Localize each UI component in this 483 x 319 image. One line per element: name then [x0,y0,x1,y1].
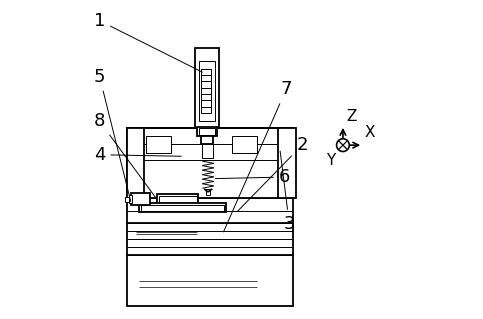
Text: 8: 8 [94,112,156,197]
Bar [199,128,215,135]
Bar [125,197,131,202]
Text: 5: 5 [94,68,131,202]
Text: 1: 1 [94,12,202,72]
Bar [201,136,213,144]
Text: 6: 6 [215,168,290,186]
Text: Z: Z [347,109,357,124]
Bar [140,203,226,212]
Circle shape [337,139,349,152]
Bar [141,205,224,211]
Bar [129,195,132,203]
Bar [131,193,150,205]
Bar [199,61,215,121]
Text: 7: 7 [224,80,292,232]
Bar [278,128,296,198]
Bar [198,127,217,136]
Bar [157,194,199,204]
Text: 2: 2 [237,136,308,212]
Bar [158,196,197,203]
Text: X: X [364,125,375,140]
Bar [201,144,213,158]
Text: 3: 3 [280,151,295,233]
Bar [127,223,293,255]
Bar [127,198,293,223]
Bar [232,136,257,153]
Bar [127,128,293,198]
Bar [201,69,211,113]
Bar [127,255,293,306]
Bar [127,128,144,198]
Text: 4: 4 [94,146,181,164]
Text: Y: Y [326,153,335,168]
Bar [195,48,219,128]
Bar [146,136,171,153]
